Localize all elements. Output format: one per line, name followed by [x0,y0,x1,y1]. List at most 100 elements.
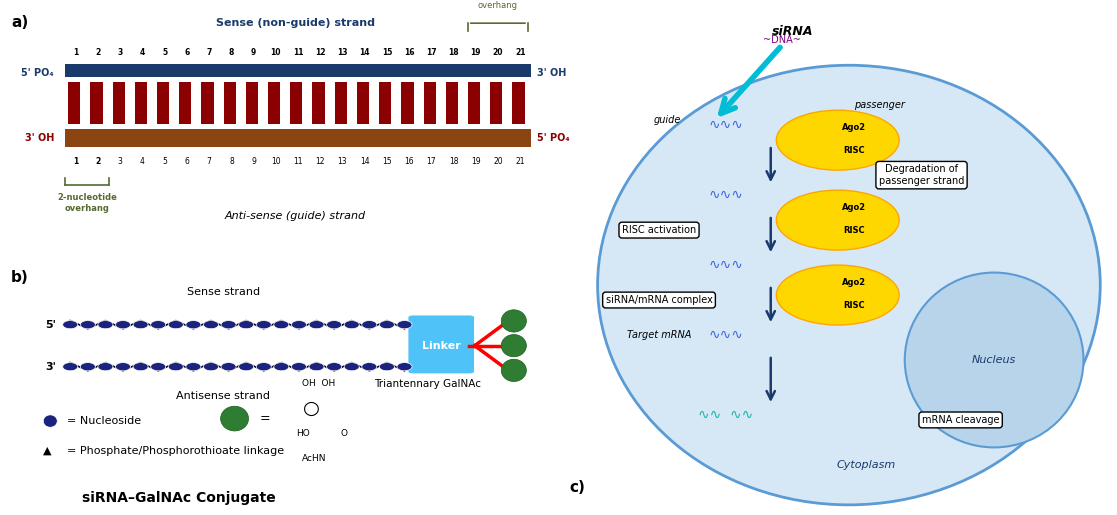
Ellipse shape [274,363,289,371]
Text: O: O [341,429,347,438]
Bar [468,82,480,124]
Ellipse shape [44,415,57,427]
Bar [423,82,436,129]
Text: a): a) [11,15,28,30]
Ellipse shape [502,335,526,357]
Text: siRNA: siRNA [772,25,814,38]
Text: 1: 1 [74,48,78,57]
Bar [446,82,458,124]
Text: 14: 14 [360,48,370,57]
Text: 3: 3 [117,48,123,57]
Text: 19: 19 [471,157,480,166]
Text: 2-nucleotide
overhang: 2-nucleotide overhang [57,193,117,213]
Text: Ago2: Ago2 [842,123,867,132]
Text: 15: 15 [382,157,392,166]
Bar [135,82,147,129]
Ellipse shape [169,363,183,371]
Text: 20: 20 [493,48,503,57]
Bar [201,82,213,124]
Bar [201,82,213,129]
Text: 18: 18 [448,48,459,57]
Bar [268,82,280,124]
Text: RISC: RISC [843,146,866,154]
Ellipse shape [776,110,899,170]
Text: b): b) [11,270,29,285]
Bar [446,82,458,129]
Text: = Phosphate/Phosphorothioate linkage: = Phosphate/Phosphorothioate linkage [67,445,284,456]
Bar [223,82,236,129]
Text: 10: 10 [271,157,280,166]
Bar [157,82,169,124]
Bar [68,82,80,124]
Text: RISC: RISC [843,301,866,310]
Ellipse shape [326,320,342,329]
Ellipse shape [344,320,360,329]
Ellipse shape [292,320,306,329]
Ellipse shape [203,363,219,371]
Ellipse shape [98,320,113,329]
Bar [379,82,391,129]
Bar [401,82,413,129]
Text: 11: 11 [293,48,304,57]
Bar [179,82,191,129]
Text: 21: 21 [515,157,525,166]
Ellipse shape [98,363,113,371]
Text: 17: 17 [427,157,436,166]
Text: ∿∿  ∿∿: ∿∿ ∿∿ [698,408,754,422]
Ellipse shape [203,320,219,329]
Ellipse shape [133,320,149,329]
Text: 2-nucleotide
overhang: 2-nucleotide overhang [471,0,524,10]
Ellipse shape [63,320,78,329]
Text: 15: 15 [382,48,392,57]
Text: siRNA–GalNAc Conjugate: siRNA–GalNAc Conjugate [82,491,276,505]
Text: 16: 16 [404,157,414,166]
Ellipse shape [309,320,324,329]
Bar [135,82,147,124]
Text: HO: HO [296,429,309,438]
Ellipse shape [326,363,342,371]
Text: = Nucleoside: = Nucleoside [67,416,141,426]
Ellipse shape [256,363,271,371]
Text: ~DNA~: ~DNA~ [763,35,801,45]
Text: 20: 20 [493,157,503,166]
Bar [90,82,103,129]
Text: 21: 21 [515,48,525,57]
Text: 6: 6 [184,157,190,166]
Ellipse shape [274,320,289,329]
Text: Ago2: Ago2 [842,203,867,212]
Text: siRNA/mRNA complex: siRNA/mRNA complex [605,295,713,305]
Bar [268,82,280,129]
Text: ▲: ▲ [44,445,51,456]
Text: Triantennary GalNAc: Triantennary GalNAc [374,379,481,389]
Bar [313,82,325,124]
Text: Sense strand: Sense strand [187,287,260,298]
Text: OH  OH: OH OH [302,380,335,388]
Text: Antisense strand: Antisense strand [176,391,270,401]
Text: 12: 12 [315,157,325,166]
Text: 2: 2 [95,48,101,57]
Ellipse shape [380,363,394,371]
Text: 3' OH: 3' OH [25,133,54,143]
Bar [290,82,303,129]
Text: 3': 3' [45,362,56,372]
Ellipse shape [169,320,183,329]
Text: 14: 14 [360,157,370,166]
Text: 4: 4 [140,157,145,166]
Text: 5': 5' [45,320,56,330]
Ellipse shape [239,363,254,371]
Bar [65,77,532,129]
Bar [113,82,125,124]
Bar [157,82,169,129]
Text: Anti-sense (guide) strand: Anti-sense (guide) strand [225,211,366,221]
Text: 10: 10 [270,48,281,57]
Text: Cytoplasm: Cytoplasm [836,460,896,470]
Ellipse shape [185,363,201,371]
Bar [335,82,347,124]
Bar [401,82,413,124]
Ellipse shape [776,265,899,325]
Ellipse shape [151,363,165,371]
Ellipse shape [220,406,248,431]
Ellipse shape [309,363,324,371]
Ellipse shape [133,363,149,371]
Bar [68,82,80,129]
